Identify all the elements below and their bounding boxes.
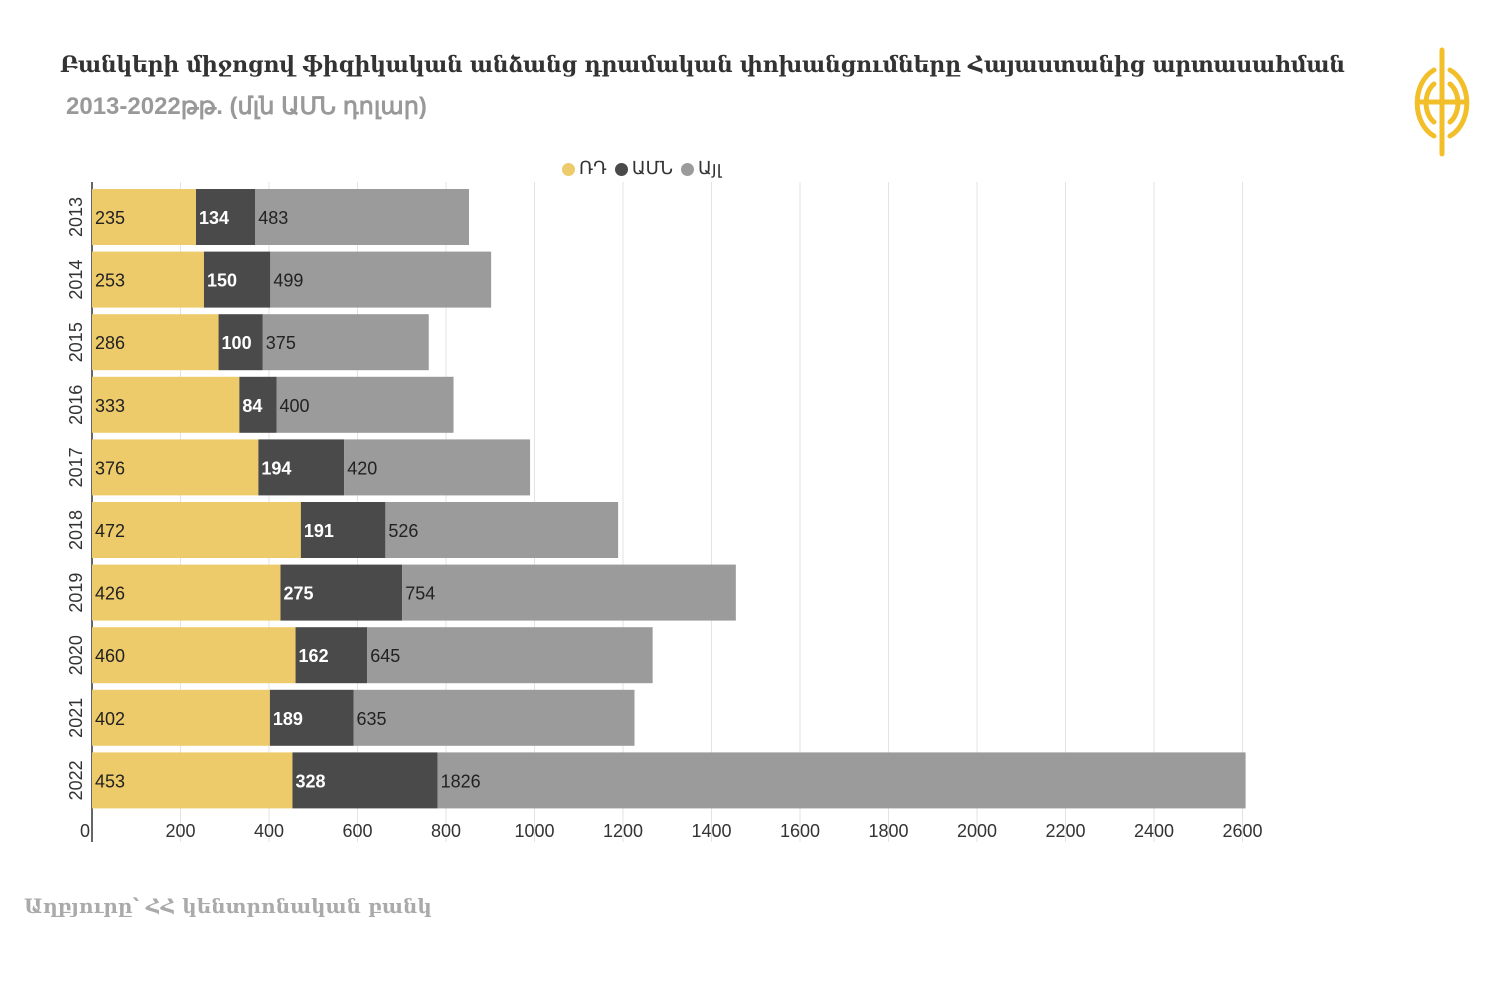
data-label: 333 (95, 396, 125, 416)
bar-segment (92, 314, 219, 371)
y-tick-label: 2021 (66, 698, 86, 738)
data-label: 100 (222, 333, 252, 353)
data-label: 275 (284, 584, 314, 604)
legend-item[interactable]: ԱՄՆ (614, 158, 673, 179)
data-label: 191 (304, 521, 334, 541)
data-label: 1826 (441, 771, 481, 791)
legend-label: ԱՄՆ (631, 158, 673, 178)
data-label: 754 (405, 584, 435, 604)
x-tick-label: 1600 (780, 821, 820, 841)
bar-segment (269, 689, 354, 746)
data-label: 194 (261, 458, 291, 478)
bar-segment (92, 251, 204, 308)
data-label: 286 (95, 333, 125, 353)
data-label: 472 (95, 521, 125, 541)
y-tick-label: 2016 (66, 385, 86, 425)
bar-segment (195, 189, 256, 245)
x-tick-label: 1400 (691, 821, 731, 841)
bar-segment (437, 752, 1246, 809)
bar-segment (203, 251, 271, 308)
legend-item[interactable]: ՌԴ (562, 158, 607, 179)
bar-segment (218, 314, 263, 371)
bar-segment (255, 189, 470, 245)
bar-segment (385, 502, 619, 558)
bar-segment (344, 439, 531, 496)
data-label: 162 (299, 646, 329, 666)
x-tick-label: 1200 (603, 821, 643, 841)
bar-segment (92, 752, 293, 809)
bar-segment (292, 752, 438, 809)
y-tick-label: 2020 (66, 635, 86, 675)
data-label: 526 (388, 521, 418, 541)
bar-segment (92, 627, 296, 684)
y-tick-label: 2017 (66, 447, 86, 487)
data-label: 235 (95, 208, 125, 228)
chart-subtitle: 2013-2022թթ. (մլն ԱՄՆ դոլար) (66, 93, 427, 120)
x-tick-label: 1000 (514, 821, 554, 841)
x-tick-label: 2600 (1222, 821, 1262, 841)
data-label: 84 (242, 396, 262, 416)
x-tick-label: 2200 (1045, 821, 1085, 841)
bar-segment (92, 689, 270, 746)
data-label: 402 (95, 709, 125, 729)
bar-segment (295, 627, 368, 684)
bar-segment (262, 314, 429, 371)
bar-segment (92, 564, 281, 621)
data-label: 134 (199, 208, 229, 228)
data-label: 328 (295, 771, 325, 791)
data-label: 253 (95, 271, 125, 291)
y-tick-label: 2018 (66, 510, 86, 550)
data-label: 499 (273, 271, 303, 291)
y-tick-label: 2014 (66, 260, 86, 300)
x-tick-label: 0 (80, 821, 90, 841)
x-tick-label: 2400 (1134, 821, 1174, 841)
legend-dot-icon (614, 162, 628, 176)
legend-label: Այլ (697, 158, 722, 178)
x-tick-label: 2000 (957, 821, 997, 841)
bar-segment (353, 689, 635, 746)
bar-segment (92, 376, 240, 433)
bar-segment (402, 564, 736, 621)
data-label: 426 (95, 584, 125, 604)
legend-item[interactable]: Այլ (680, 158, 722, 179)
bar-segment (239, 376, 277, 433)
y-tick-label: 2015 (66, 322, 86, 362)
data-label: 400 (280, 396, 310, 416)
data-label: 635 (357, 709, 387, 729)
data-label: 375 (266, 333, 296, 353)
bar-segment (258, 439, 345, 496)
legend-label: ՌԴ (579, 158, 607, 178)
source-note: Աղբյուրը՝ ՀՀ կենտրոնական բանկ (24, 894, 432, 918)
y-tick-label: 2013 (66, 197, 86, 237)
data-label: 150 (207, 271, 237, 291)
bar-segment (367, 627, 653, 684)
x-tick-label: 600 (342, 821, 372, 841)
bar-segment (92, 502, 301, 558)
data-label: 420 (347, 458, 377, 478)
legend-dot-icon (562, 162, 575, 176)
legend-dot-icon (680, 162, 694, 176)
legend: ՌԴ ԱՄՆ Այլ (562, 158, 722, 179)
bar-segment (270, 251, 492, 308)
bar-segment (92, 189, 196, 245)
data-label: 376 (95, 458, 125, 478)
logo-icon (1412, 42, 1472, 167)
x-tick-label: 200 (165, 821, 195, 841)
data-label: 189 (273, 709, 303, 729)
data-label: 645 (370, 646, 400, 666)
x-tick-label: 800 (431, 821, 461, 841)
y-tick-label: 2022 (66, 760, 86, 800)
bar-segment (92, 439, 259, 496)
data-label: 460 (95, 646, 125, 666)
bar-segment (280, 564, 403, 621)
y-tick-label: 2019 (66, 573, 86, 613)
chart-title: Բանկերի միջոցով ֆիզիկական անձանց դրամակա… (60, 52, 1345, 78)
bar-segment (300, 502, 386, 558)
bar-segment (276, 376, 454, 433)
data-label: 483 (258, 208, 288, 228)
x-tick-label: 1800 (868, 821, 908, 841)
x-tick-label: 400 (254, 821, 284, 841)
data-label: 453 (95, 771, 125, 791)
